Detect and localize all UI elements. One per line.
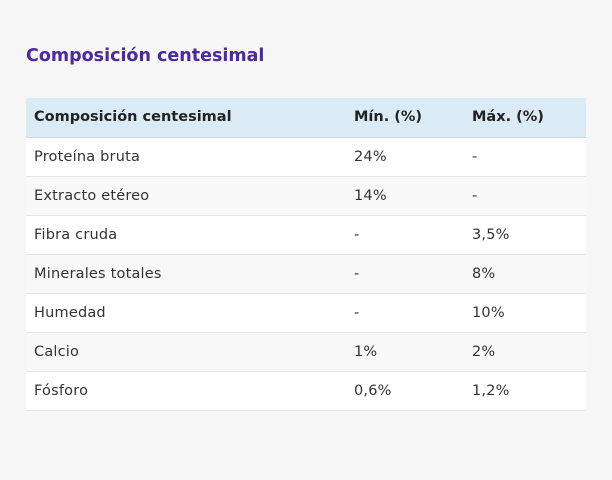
section-title: Composición centesimal [26,46,265,66]
table-row: Humedad - 10% [26,293,586,333]
cell-min: 0,6% [346,371,464,411]
cell-max: 3,5% [464,215,586,255]
cell-min: - [346,215,464,255]
header-max: Máx. (%) [464,98,586,138]
table-row: Minerales totales - 8% [26,254,586,294]
header-composition: Composición centesimal [26,98,346,138]
cell-min: - [346,254,464,294]
table-row: Calcio 1% 2% [26,332,586,372]
table-body: Proteína bruta 24% - Extracto etéreo 14%… [26,137,586,411]
table-header: Composición centesimal Mín. (%) Máx. (%) [26,98,586,138]
cell-max: - [464,137,586,177]
cell-nutrient: Fibra cruda [26,215,346,255]
cell-min: 14% [346,176,464,216]
cell-nutrient: Extracto etéreo [26,176,346,216]
cell-nutrient: Calcio [26,332,346,372]
header-min: Mín. (%) [346,98,464,138]
table-row: Fósforo 0,6% 1,2% [26,371,586,411]
table-row: Fibra cruda - 3,5% [26,215,586,255]
table-header-row: Composición centesimal Mín. (%) Máx. (%) [26,98,586,138]
cell-nutrient: Proteína bruta [26,137,346,177]
cell-nutrient: Humedad [26,293,346,333]
cell-max: 1,2% [464,371,586,411]
cell-nutrient: Minerales totales [26,254,346,294]
cell-nutrient: Fósforo [26,371,346,411]
cell-max: 10% [464,293,586,333]
cell-max: - [464,176,586,216]
composition-table: Composición centesimal Mín. (%) Máx. (%)… [26,98,586,411]
table-row: Extracto etéreo 14% - [26,176,586,216]
cell-max: 8% [464,254,586,294]
cell-min: 1% [346,332,464,372]
cell-min: 24% [346,137,464,177]
table-row: Proteína bruta 24% - [26,137,586,177]
cell-min: - [346,293,464,333]
cell-max: 2% [464,332,586,372]
